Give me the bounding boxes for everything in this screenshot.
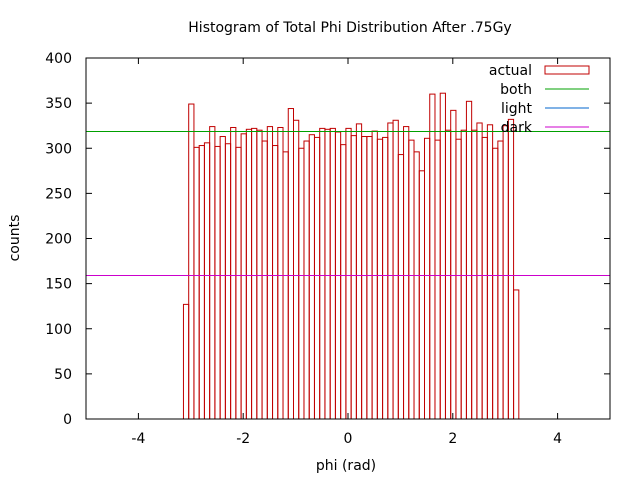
y-tick-label: 150	[45, 277, 72, 293]
histogram-bar	[345, 127, 352, 420]
histogram-bar	[376, 138, 384, 420]
histogram-bar	[182, 303, 190, 420]
x-axis-label: phi (rad)	[316, 458, 376, 474]
histogram-bar	[293, 119, 300, 420]
histogram-bar	[513, 289, 520, 420]
histogram-bar	[434, 139, 441, 420]
histogram-bar	[444, 129, 452, 420]
histogram-bar	[324, 128, 331, 420]
x-tick-label: -2	[236, 431, 250, 447]
histogram-bar	[481, 136, 488, 420]
histogram-bar	[230, 126, 237, 420]
histogram-bar	[214, 145, 221, 420]
histogram-bar	[408, 139, 415, 420]
histogram-bar	[240, 133, 247, 420]
x-tick-label: 2	[448, 431, 457, 447]
histogram-bar	[350, 135, 357, 420]
x-tick-label: 0	[344, 431, 353, 447]
histogram-bar	[424, 137, 431, 420]
histogram-bar	[198, 145, 205, 420]
histogram-bar	[507, 118, 515, 420]
histogram-bar	[203, 142, 211, 420]
y-axis-ticks: 0 50 100 150 200 250 300 350 400	[45, 51, 610, 428]
histogram-bar	[256, 129, 263, 420]
histogram-bar	[287, 108, 295, 420]
legend-label-actual: actual	[489, 63, 532, 79]
histogram-bar	[413, 151, 420, 420]
histogram-bar	[366, 136, 373, 420]
histogram-bar	[272, 145, 279, 420]
histogram-bar	[392, 119, 399, 420]
histogram-bar	[266, 126, 274, 420]
histogram-bar	[429, 93, 436, 420]
histogram-bar	[313, 136, 321, 420]
histogram-bar	[471, 129, 478, 420]
histogram-bar	[492, 147, 499, 420]
x-tick-label: 4	[553, 431, 562, 447]
histogram-bar	[298, 147, 305, 420]
histogram-bar	[209, 126, 216, 420]
chart-title: Histogram of Total Phi Distribution Afte…	[188, 20, 511, 36]
y-tick-label: 200	[45, 232, 72, 248]
y-axis-label: counts	[7, 215, 23, 262]
y-tick-label: 0	[63, 412, 72, 428]
y-tick-label: 50	[54, 367, 72, 383]
histogram-bar	[329, 127, 336, 420]
y-tick-label: 100	[45, 322, 72, 338]
histogram-bar	[303, 140, 310, 420]
histogram-bar	[251, 127, 258, 420]
y-tick-label: 250	[45, 186, 72, 202]
histogram-bar	[403, 126, 410, 420]
histogram-bar	[361, 136, 368, 420]
histogram-bar	[261, 140, 268, 420]
histogram-bar	[465, 100, 473, 420]
histogram-bar	[450, 109, 457, 420]
histogram-bar	[277, 126, 284, 420]
histogram-bar	[282, 151, 289, 420]
histogram-bar	[245, 128, 253, 420]
histogram-bar	[387, 122, 394, 420]
y-tick-label: 300	[45, 141, 72, 157]
histogram-bar	[308, 134, 315, 420]
legend-label-light: light	[501, 101, 533, 117]
reference-lines	[86, 131, 610, 277]
histogram-bar	[382, 136, 389, 420]
histogram-bar	[397, 154, 405, 420]
histogram-bar	[188, 103, 195, 420]
histogram-bar	[502, 125, 509, 420]
legend-swatch-actual	[544, 65, 590, 75]
histogram-bar	[219, 136, 226, 420]
histogram-bar	[455, 138, 462, 420]
histogram-bar	[319, 127, 326, 420]
histogram-bar	[418, 170, 426, 420]
histogram-bar	[476, 122, 483, 420]
histogram-bar	[439, 92, 446, 420]
histogram-bar	[340, 144, 347, 420]
histogram-bar	[235, 146, 242, 420]
legend-label-both: both	[500, 82, 532, 98]
histogram-bars	[182, 92, 520, 420]
y-tick-label: 350	[45, 96, 72, 112]
legend-label-dark: dark	[501, 120, 533, 136]
histogram-bar	[460, 129, 467, 420]
x-axis-ticks: -4 -2 0 2 4	[131, 58, 562, 447]
histogram-bar	[355, 123, 363, 420]
y-tick-label: 400	[45, 51, 72, 67]
histogram-bar	[497, 140, 504, 420]
legend: actual both light dark	[489, 63, 590, 136]
x-tick-label: -4	[131, 431, 145, 447]
histogram-bar	[193, 146, 200, 420]
histogram-bar	[486, 124, 494, 420]
histogram-bar	[224, 143, 232, 420]
